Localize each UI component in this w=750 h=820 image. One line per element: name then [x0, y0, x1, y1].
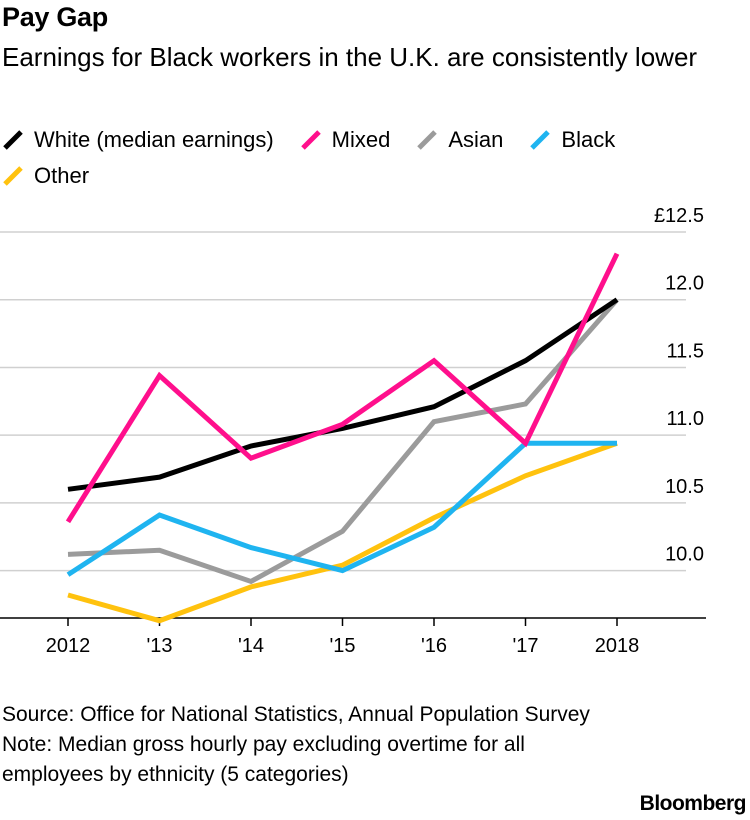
- series-line-asian: [67, 298, 619, 585]
- legend-item-mixed: Mixed: [300, 127, 391, 153]
- legend-row-1: White (median earnings) Mixed Asian Blac…: [2, 122, 742, 158]
- legend-label-other: Other: [34, 163, 90, 188]
- legend-label-black: Black: [561, 127, 616, 152]
- x-tick-label-5: '17: [512, 635, 538, 657]
- line-chart: £12.5 12.0 11.5 11.0 10.5 10.0 2012 '13 '14 '15 '1…: [0, 205, 706, 657]
- series-line-mixed: [65, 252, 620, 524]
- y-tick-label-1: 12.0: [665, 273, 704, 295]
- y-tick-label-5: 10.0: [665, 544, 704, 566]
- legend-item-white: White (median earnings): [2, 127, 274, 153]
- series-line-black: [66, 440, 617, 577]
- y-tick-label-0: £12.5: [654, 205, 704, 227]
- legend-swatch-asian: [417, 130, 438, 150]
- legend-swatch-mixed: [300, 130, 321, 150]
- legend-swatch-mixed-line: [300, 130, 321, 150]
- legend-item-other: Other: [2, 163, 89, 189]
- y-tick-label-2: 11.5: [667, 340, 704, 362]
- y-tick-label-4: 10.5: [665, 476, 704, 498]
- legend-label-mixed: Mixed: [331, 127, 391, 152]
- legend-swatch-black: [530, 130, 551, 150]
- x-tick-label-2: '14: [238, 635, 264, 657]
- y-tick-label-3: 11.0: [667, 408, 704, 430]
- legend-label-asian: Asian: [448, 127, 504, 152]
- chart-subtitle: Earnings for Black workers in the U.K. a…: [2, 42, 698, 72]
- legend: White (median earnings) Mixed Asian Blac…: [2, 122, 742, 194]
- chart-title: Pay Gap: [2, 2, 108, 32]
- legend-label-white: White (median earnings): [34, 127, 274, 152]
- source-note: Source: Office for National Statistics, …: [2, 700, 602, 790]
- note-text: Note: Median gross hourly pay excluding …: [2, 733, 525, 786]
- source-text: Source: Office for National Statistics, …: [2, 703, 590, 726]
- x-tick-label-1: '13: [146, 635, 172, 657]
- x-tick-label-6: 2018: [595, 635, 640, 657]
- legend-swatch-other-line: [3, 166, 23, 186]
- legend-swatch-asian-line: [417, 130, 438, 150]
- x-tick-label-4: '16: [421, 635, 447, 657]
- x-tick-label-3: '15: [329, 635, 355, 657]
- legend-swatch-other: [3, 166, 23, 186]
- legend-swatch-white: [3, 130, 23, 150]
- legend-swatch-white-line: [3, 130, 23, 150]
- bloomberg-logo: Bloomberg: [639, 792, 747, 815]
- series-line-white: [67, 297, 619, 492]
- x-tick-label-0: 2012: [46, 635, 91, 657]
- legend-item-black: Black: [529, 127, 615, 153]
- legend-item-asian: Asian: [416, 127, 503, 153]
- legend-row-2: Other: [2, 158, 742, 194]
- series-line-other: [67, 440, 618, 624]
- legend-swatch-black-line: [530, 130, 551, 150]
